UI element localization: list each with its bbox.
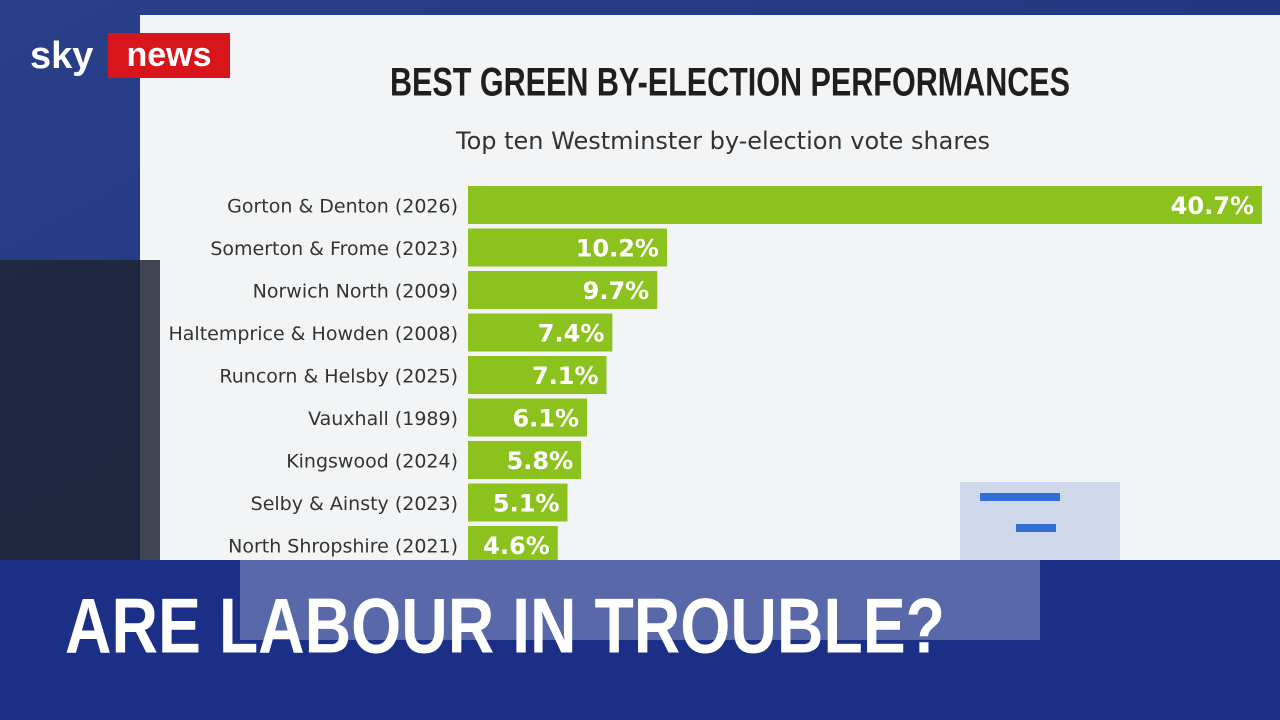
category-label: North Shropshire (2021) [228, 536, 458, 558]
category-label: Haltemprice & Howden (2008) [169, 323, 459, 345]
screen-graphic-line [980, 493, 1060, 501]
bar [468, 186, 1262, 224]
lower-third-overlay [240, 560, 1040, 640]
logo-box [108, 33, 230, 78]
category-label: Vauxhall (1989) [308, 408, 458, 430]
value-label: 40.7% [1171, 192, 1254, 220]
bar [468, 356, 607, 394]
bar [468, 228, 667, 267]
value-label: 10.2% [576, 235, 659, 263]
chart-panel [140, 15, 1280, 560]
category-label: Gorton & Denton (2026) [227, 196, 458, 218]
value-label: 5.1% [493, 490, 560, 518]
category-label: Kingswood (2024) [286, 451, 458, 473]
bar [468, 271, 658, 309]
value-label: 7.1% [532, 362, 599, 390]
chart-subtitle: Top ten Westminster by-election vote sha… [455, 127, 990, 155]
screen-graphic-line [1016, 524, 1056, 532]
bar [468, 483, 568, 522]
bar-chart: Gorton & Denton (2026) 40.7% Somerton & Fr… [169, 186, 1262, 607]
chart-title: BEST GREEN BY-ELECTION PERFORMANCES [390, 61, 1070, 105]
presenter [0, 260, 160, 560]
bar [468, 526, 558, 564]
value-label: 5.8% [507, 447, 574, 475]
bar [468, 313, 613, 352]
logo-brand: sky [30, 35, 93, 77]
value-label: 9.7% [583, 277, 650, 305]
headline: ARE LABOUR IN TROUBLE? [65, 582, 945, 670]
lower-third [0, 560, 1280, 720]
value-label: 4.6% [483, 532, 550, 560]
logo-product: news [126, 36, 211, 74]
category-label: Runcorn & Helsby (2025) [219, 366, 458, 388]
category-label: Somerton & Frome (2023) [210, 238, 458, 260]
value-label: 6.1% [512, 405, 579, 433]
category-label: Selby & Ainsty (2023) [251, 493, 458, 515]
bar [468, 398, 588, 437]
value-label: 7.4% [538, 320, 605, 348]
category-label: Norwich North (2009) [253, 281, 458, 303]
bar [468, 441, 582, 479]
